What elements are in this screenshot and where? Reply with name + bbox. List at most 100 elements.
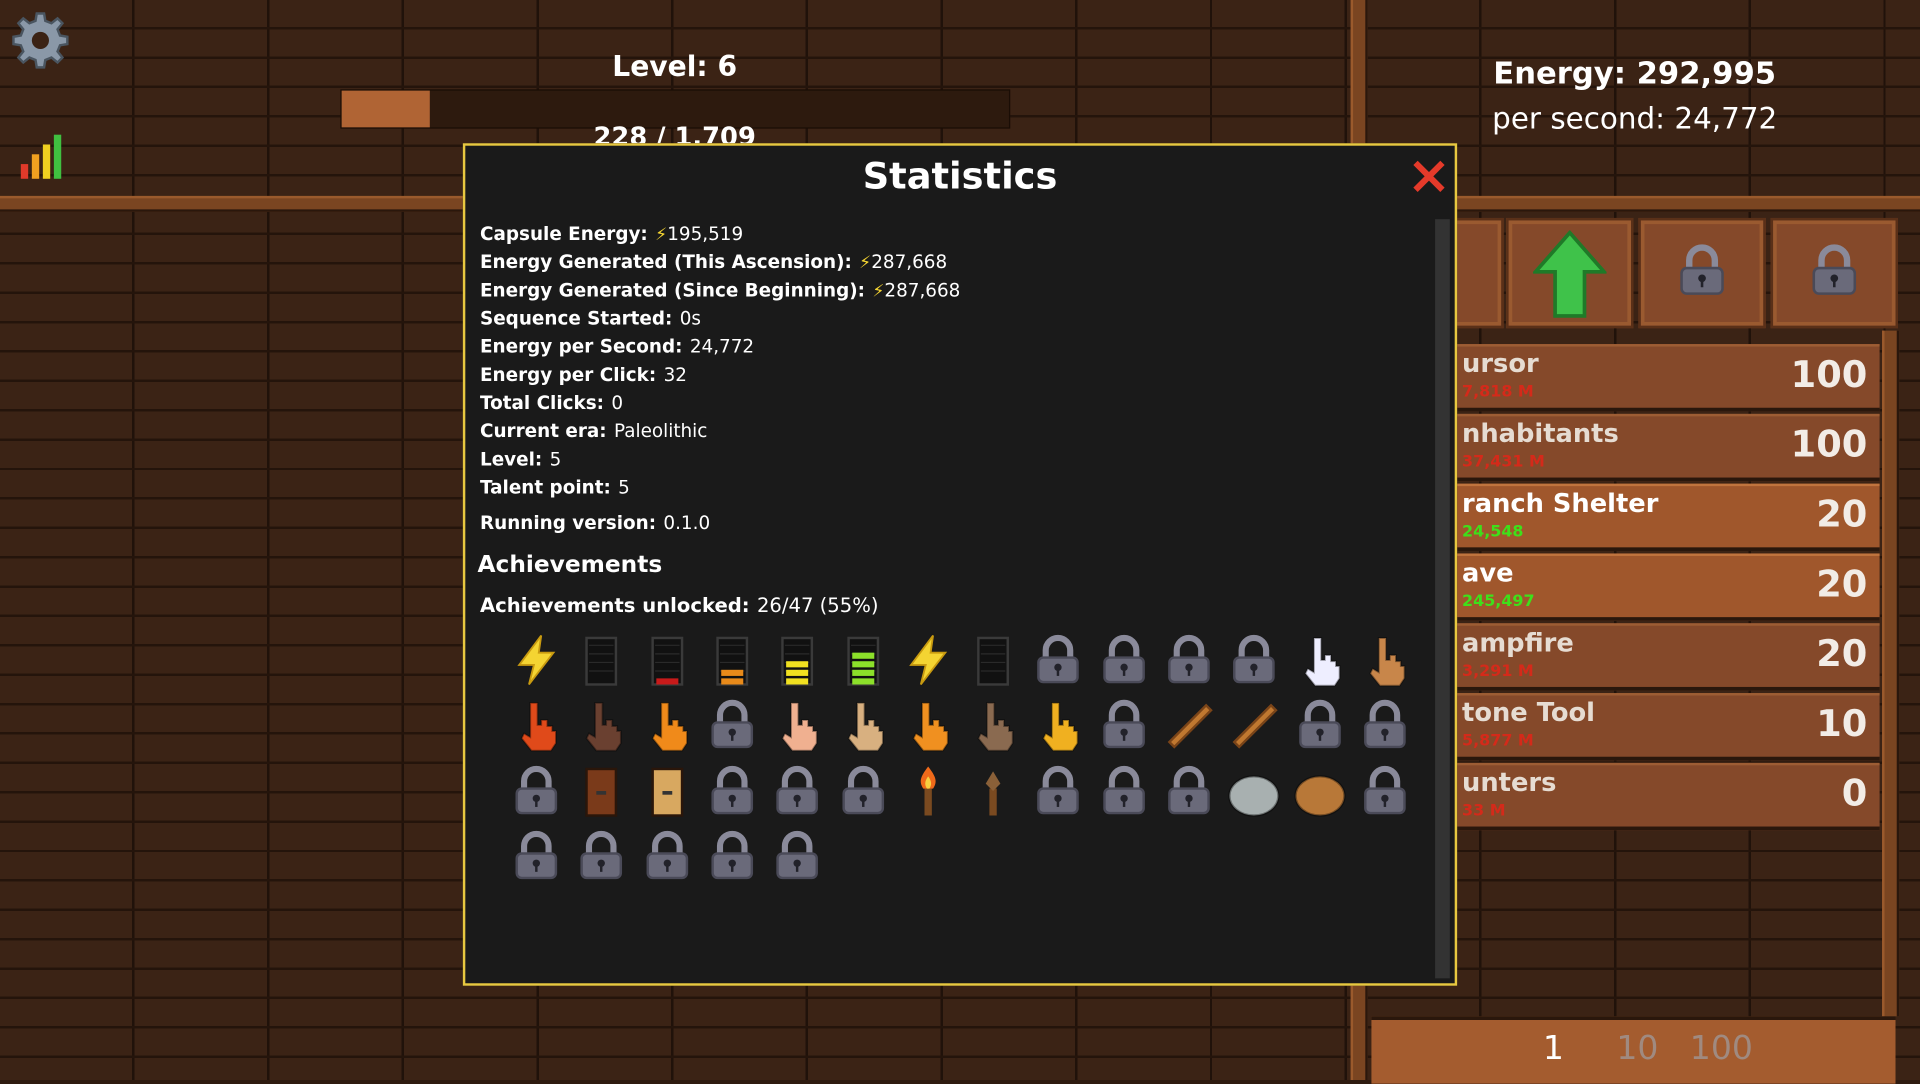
achievement-lock-icon[interactable] [1358, 698, 1412, 752]
achievement-battery-icon[interactable] [575, 633, 629, 687]
building-cost: 37,431 M [1462, 453, 1545, 472]
achievement-door-icon[interactable] [640, 764, 694, 818]
upgrade-tile-locked[interactable] [1638, 217, 1766, 329]
achievement-battery-icon[interactable] [640, 633, 694, 687]
building-name: ursor [1462, 348, 1539, 379]
modal-title: Statistics [862, 155, 1058, 199]
achievement-battery-icon[interactable] [770, 633, 824, 687]
lock-icon [1806, 242, 1862, 303]
achievement-hand-pointer-icon[interactable] [966, 698, 1020, 752]
achievement-hand-pointer-icon[interactable] [1358, 633, 1412, 687]
buy-amount-10[interactable]: 10 [1616, 1029, 1659, 1068]
xp-progress-bar [340, 89, 1011, 129]
achievement-lock-icon[interactable] [705, 764, 759, 818]
achievement-stick-icon[interactable] [1227, 698, 1281, 752]
bar-chart-icon[interactable] [20, 132, 67, 181]
achievement-lock-icon[interactable] [705, 829, 759, 883]
achievement-battery-icon[interactable] [966, 633, 1020, 687]
building-cost: 33 M [1462, 802, 1506, 821]
building-cost: 3,291 M [1462, 662, 1534, 681]
achievement-door-icon[interactable] [575, 764, 629, 818]
achievement-lock-icon[interactable] [1293, 698, 1347, 752]
building-item[interactable]: tone Tool 5,877 M 10 [1457, 693, 1880, 761]
achievement-lock-icon[interactable] [770, 764, 824, 818]
building-cost: 24,548 [1462, 522, 1524, 542]
beam [1362, 195, 1920, 212]
achievement-lock-icon[interactable] [705, 698, 759, 752]
achievement-hand-pointer-icon[interactable] [770, 698, 824, 752]
achievement-lock-icon[interactable] [1097, 764, 1151, 818]
stat-row: Energy per Second: 24,772 [480, 335, 755, 358]
achievement-hand-pointer-icon[interactable] [1293, 633, 1347, 687]
achievement-lock-icon[interactable] [770, 829, 824, 883]
level-label: Level: 6 [612, 51, 738, 84]
achievement-lock-icon[interactable] [1227, 633, 1281, 687]
building-count: 20 [1816, 563, 1868, 607]
achievement-stone-icon[interactable] [1293, 764, 1347, 818]
building-cost: 245,497 [1462, 592, 1535, 612]
building-name: ave [1462, 558, 1514, 588]
achievement-lock-icon[interactable] [1162, 633, 1216, 687]
achievement-hand-pointer-icon[interactable] [901, 698, 955, 752]
building-name: nhabitants [1462, 418, 1619, 449]
building-count: 20 [1816, 633, 1868, 676]
gear-icon[interactable] [10, 10, 71, 71]
achievement-hand-pointer-icon[interactable] [836, 698, 890, 752]
building-item[interactable]: unters 33 M 0 [1457, 762, 1880, 831]
energy-bolt-icon: ⚡ [655, 225, 668, 245]
achievement-lock-icon[interactable] [1162, 764, 1216, 818]
achievement-stone-icon[interactable] [1227, 764, 1281, 818]
xp-progress-fill [341, 90, 431, 128]
achievement-bolt-icon[interactable] [901, 633, 955, 687]
achievement-lock-icon[interactable] [836, 764, 890, 818]
achievement-battery-icon[interactable] [836, 633, 890, 687]
building-count: 0 [1841, 772, 1868, 816]
upgrade-tile-arrow[interactable] [1506, 217, 1634, 329]
achievement-battery-icon[interactable] [705, 633, 759, 687]
arrow-up-icon [1533, 230, 1607, 318]
energy-bolt-icon: ⚡ [859, 253, 872, 274]
stat-row: Talent point: 5 [480, 476, 630, 499]
scrollbar[interactable] [1435, 219, 1450, 979]
building-item[interactable]: nhabitants 37,431 M 100 [1457, 413, 1880, 482]
building-name: tone Tool [1462, 697, 1595, 728]
building-cost: 7,818 M [1462, 383, 1534, 402]
buy-amount-100[interactable]: 100 [1689, 1029, 1753, 1068]
statistics-modal: Statistics Capsule Energy: ⚡195,519 Energy… [462, 143, 1458, 986]
achievement-lock-icon[interactable] [1031, 764, 1085, 818]
xp-text: 228 / 1,709 [593, 122, 756, 144]
achievement-lock-icon[interactable] [509, 764, 563, 818]
achievement-hand-pointer-icon[interactable] [509, 698, 563, 752]
achievement-lock-icon[interactable] [640, 829, 694, 883]
achievement-lock-icon[interactable] [1358, 764, 1412, 818]
close-icon[interactable] [1411, 158, 1448, 195]
achievement-hand-pointer-icon[interactable] [640, 698, 694, 752]
achievement-lock-icon[interactable] [1097, 633, 1151, 687]
building-item[interactable]: ampfire 3,291 M 20 [1457, 623, 1880, 691]
achievement-lock-icon[interactable] [1031, 633, 1085, 687]
achievement-hand-pointer-icon[interactable] [1031, 698, 1085, 752]
achievement-torch-icon[interactable] [901, 764, 955, 818]
stat-version: Running version: 0.1.0 [480, 511, 711, 534]
achievement-stick-icon[interactable] [1162, 698, 1216, 752]
stat-row: Current era: Paleolithic [480, 420, 708, 443]
beam [1882, 330, 1900, 1017]
buy-amount-1[interactable]: 1 [1542, 1029, 1564, 1068]
achievement-hand-pointer-icon[interactable] [575, 698, 629, 752]
building-item[interactable]: ave 245,497 20 [1457, 553, 1880, 621]
achievement-bolt-icon[interactable] [509, 633, 563, 687]
achievement-lock-icon[interactable] [1097, 698, 1151, 752]
stat-row: Energy Generated (This Ascension): ⚡287,6… [480, 251, 948, 274]
stat-row: Energy Generated (Since Beginning): ⚡287,… [480, 279, 961, 302]
building-item[interactable]: ursor 7,818 M 100 [1457, 344, 1880, 412]
achievement-lock-icon[interactable] [575, 829, 629, 883]
achievement-lock-icon[interactable] [509, 829, 563, 883]
building-count: 10 [1816, 702, 1868, 746]
achievements-unlocked: Achievements unlocked: 26/47 (55%) [480, 593, 879, 618]
energy-bolt-icon: ⚡ [872, 281, 885, 302]
building-item[interactable]: ranch Shelter 24,548 20 [1457, 483, 1880, 552]
building-name: unters [1462, 767, 1557, 798]
upgrade-tile-locked[interactable] [1770, 217, 1898, 329]
achievement-torch-icon[interactable] [966, 764, 1020, 818]
